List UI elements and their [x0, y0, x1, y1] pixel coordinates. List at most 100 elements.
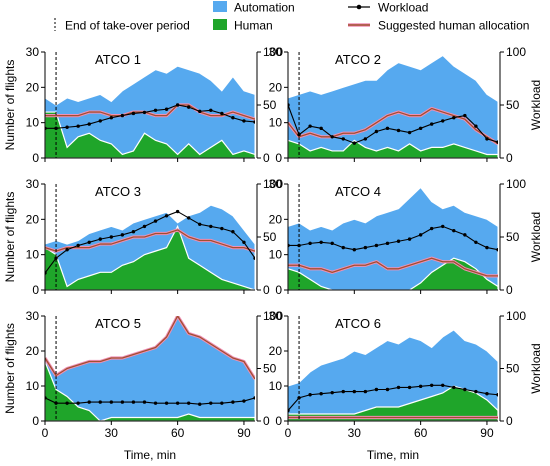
workload-point: [120, 400, 125, 404]
suggested-line: [288, 107, 498, 145]
workload-point: [253, 256, 255, 260]
workload-point: [474, 124, 478, 128]
workload-point: [319, 392, 323, 396]
workload-point: [76, 401, 80, 405]
workload-point: [153, 108, 158, 113]
workload-point: [131, 111, 136, 116]
y2-tick-label: 100: [263, 45, 283, 59]
workload-point: [164, 214, 169, 218]
y-tick-label: 0: [32, 414, 39, 428]
y-tick-label: 30: [269, 177, 283, 191]
workload-point: [485, 392, 489, 396]
panel-title: ATCO 1: [95, 52, 141, 67]
legend-item-workload: Workload: [348, 1, 428, 15]
workload-point: [363, 389, 368, 394]
workload-point: [352, 248, 357, 252]
workload-point: [396, 385, 401, 390]
workload-point: [175, 401, 180, 405]
workload-point: [341, 389, 345, 394]
y-tick-label: 20: [26, 212, 40, 226]
y-tick-label: 20: [26, 344, 40, 358]
workload-point: [341, 245, 345, 250]
workload-line: [45, 104, 255, 129]
plot-area: [45, 316, 255, 421]
workload-point: [441, 224, 445, 229]
legend-swatch-human: [213, 19, 227, 30]
automation-area: [45, 65, 255, 158]
workload-point: [142, 224, 147, 229]
workload-point: [120, 233, 125, 237]
workload-point: [175, 209, 180, 214]
y-tick-label: 0: [32, 151, 39, 165]
workload-point: [352, 389, 357, 394]
workload-point: [120, 113, 125, 118]
suggested-line: [45, 316, 255, 380]
y2-tick-label: 50: [263, 230, 277, 244]
y2-tick-label: 0: [506, 414, 513, 428]
y-axis-label: Number of flights: [3, 60, 17, 151]
x-tick-label: 0: [285, 426, 292, 440]
workload-point: [374, 243, 379, 248]
y2-tick-label: 50: [506, 362, 520, 376]
legend-label-workload: Workload: [378, 1, 428, 15]
workload-point: [418, 384, 423, 389]
y-tick-label: 30: [26, 309, 40, 323]
workload-point: [109, 400, 114, 404]
plot-area: [45, 204, 255, 290]
workload-point: [385, 387, 390, 392]
y-tick-label: 0: [275, 151, 282, 165]
x-axis-label: Time, min: [124, 448, 176, 462]
y-tick-label: 20: [269, 344, 283, 358]
legend-swatch-automation: [213, 1, 227, 12]
workload-point: [186, 216, 191, 220]
y-tick-label: 30: [26, 45, 40, 59]
panel-6: 0 10 20 30 0 30 60 90 0 50 100 ATCO 6 Workload Time, …: [269, 309, 543, 462]
y2-axis-label: Workload: [529, 80, 543, 130]
x-tick-label: 60: [171, 426, 185, 440]
workload-point: [352, 141, 357, 145]
y2-tick-label: 0: [263, 414, 270, 428]
y-tick-label: 30: [269, 309, 283, 323]
panel-title: ATCO 3: [95, 184, 141, 199]
y2-tick-label: 100: [506, 45, 526, 59]
y2-axis-label: Workload: [529, 212, 543, 262]
panel-title: ATCO 6: [335, 316, 381, 331]
y-tick-label: 10: [269, 248, 283, 262]
workload-point: [242, 240, 246, 244]
workload-point: [65, 248, 69, 252]
workload-point: [308, 124, 312, 128]
workload-point: [308, 393, 312, 397]
y-tick-label: 10: [26, 379, 40, 393]
y-tick-label: 0: [275, 283, 282, 297]
y-tick-label: 10: [26, 248, 40, 262]
workload-point: [341, 137, 345, 141]
workload-point: [253, 396, 255, 400]
workload-point: [65, 125, 69, 129]
y2-tick-label: 0: [263, 151, 270, 165]
legend-item-human: Human: [213, 19, 273, 33]
workload-point: [54, 256, 58, 260]
workload-point: [242, 399, 246, 403]
workload-point: [496, 393, 498, 397]
x-tick-label: 30: [348, 426, 362, 440]
workload-point: [463, 233, 467, 237]
legend-label-human: Human: [234, 19, 273, 33]
workload-point: [308, 241, 312, 246]
workload-point: [98, 400, 102, 404]
workload-point: [131, 400, 136, 404]
x-tick-label: 90: [237, 426, 251, 440]
workload-point: [363, 245, 368, 250]
workload-point: [76, 243, 80, 248]
workload-point: [463, 387, 467, 392]
panel-2: 0 10 20 30 0 50 100 ATCO 2 Workload: [269, 45, 543, 165]
y-axis-label: Number of flights: [3, 192, 17, 283]
workload-point: [429, 226, 434, 231]
workload-point: [407, 130, 412, 135]
x-tick-label: 90: [480, 426, 494, 440]
workload-point: [396, 239, 401, 243]
y2-tick-label: 50: [506, 98, 520, 112]
workload-point: [87, 240, 91, 244]
y2-tick-label: 100: [506, 177, 526, 191]
